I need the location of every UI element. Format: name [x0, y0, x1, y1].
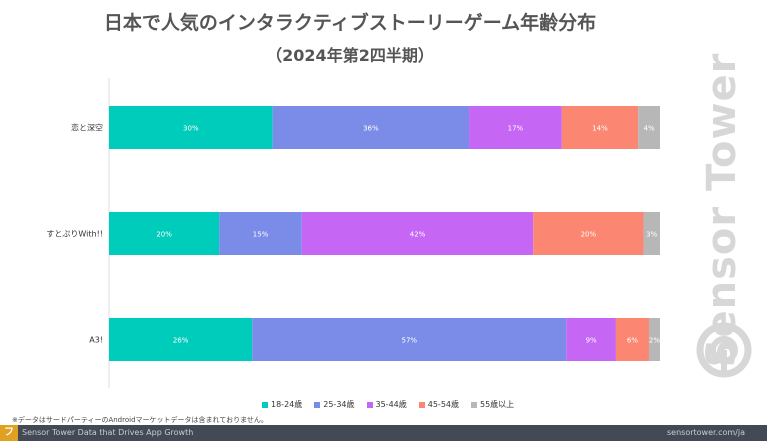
data-note: ※データはサードパーティーのAndroidマーケットデータは含まれておりません。	[12, 416, 268, 424]
legend-swatch	[366, 401, 373, 408]
bar-segment	[109, 318, 253, 361]
bar-segment	[561, 106, 639, 149]
data-label: 20%	[156, 231, 172, 239]
legend-swatch	[471, 401, 477, 408]
legend-swatch	[314, 401, 321, 408]
data-label: 2%	[649, 337, 660, 345]
legend-item: 55歳以上	[471, 399, 514, 410]
bar-segment	[533, 212, 644, 255]
bar-segment	[615, 318, 649, 361]
legend-item: 18-24歳	[262, 399, 302, 410]
footer-bar: フ Sensor Tower Data that Drives App Grow…	[0, 425, 767, 441]
legend-item: 25-34歳	[314, 399, 355, 410]
chart-title: 日本で人気のインタラクティブストーリーゲーム年齢分布	[103, 12, 597, 34]
data-label: 57%	[402, 337, 418, 345]
data-label: 17%	[508, 125, 524, 133]
data-label: 3%	[646, 231, 657, 239]
bar-segment	[301, 212, 534, 255]
bar-segment	[638, 106, 660, 149]
legend-label: 55歳以上	[480, 400, 515, 409]
legend-item: 35-44歳	[366, 399, 407, 410]
bar-segment	[566, 318, 616, 361]
bar-segment	[469, 106, 562, 149]
legend-label: 18-24歳	[271, 400, 303, 409]
chart-legend: 18-24歳 25-34歳 35-44歳 45-54歳 55歳以上	[262, 399, 514, 410]
legend-label: 45-54歳	[427, 400, 459, 409]
bar-segment	[109, 106, 273, 149]
chart-subtitle: （2024年第2四半期）	[266, 46, 434, 65]
data-label: 30%	[183, 125, 199, 133]
legend-label: 35-44歳	[375, 400, 407, 409]
data-label: 36%	[363, 125, 379, 133]
footer-tagline: Sensor Tower Data that Drives App Growth	[22, 428, 194, 437]
bar-segment	[272, 106, 470, 149]
data-label: 42%	[410, 231, 426, 239]
data-label: 6%	[627, 337, 638, 345]
bar-segment	[648, 318, 660, 361]
legend-item: 45-54歳	[418, 399, 459, 410]
data-label: 4%	[644, 125, 655, 133]
legend-swatch	[262, 401, 268, 408]
bar-segment	[643, 212, 660, 255]
sensor-tower-logo-icon	[696, 322, 752, 378]
data-label: 15%	[253, 231, 269, 239]
data-label: 9%	[586, 337, 597, 345]
data-label: 14%	[592, 125, 608, 133]
bar-segment	[252, 318, 567, 361]
data-label: 26%	[173, 337, 189, 345]
sensor-tower-watermark: Sensor Tower	[699, 52, 745, 368]
category-label: すとぷりWith!!	[46, 230, 103, 239]
bar-segment	[219, 212, 302, 255]
legend-label: 25-34歳	[323, 400, 355, 409]
footer-url[interactable]: sensortower.com/ja	[666, 428, 745, 437]
bar-segment	[109, 212, 220, 255]
category-label: 恋と深空	[71, 123, 103, 133]
site-logo-icon: フ	[0, 425, 18, 441]
category-label: A3!	[89, 336, 103, 345]
data-label: 20%	[581, 231, 597, 239]
legend-swatch	[418, 401, 425, 408]
